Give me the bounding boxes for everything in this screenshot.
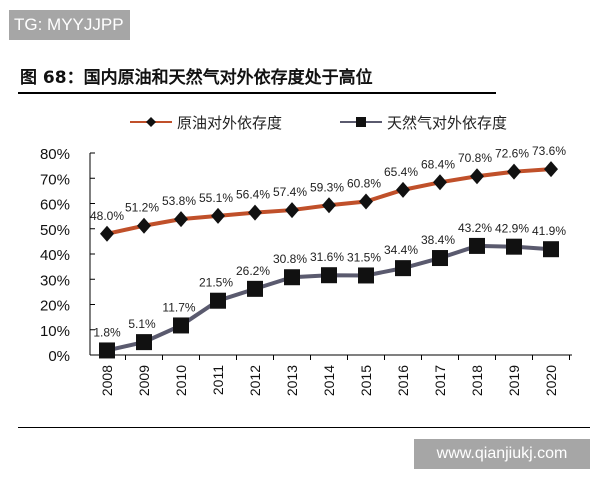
y-tick-label: 50% xyxy=(40,222,70,239)
data-label: 56.4% xyxy=(236,188,270,202)
x-tick-label: 2011 xyxy=(210,365,226,395)
data-label: 38.4% xyxy=(421,233,455,247)
y-tick-label: 80% xyxy=(40,146,70,163)
x-tick-label: 2020 xyxy=(543,365,559,396)
data-label: 72.6% xyxy=(495,147,529,161)
x-tick-label: 2009 xyxy=(136,365,152,396)
data-label: 73.6% xyxy=(532,144,566,158)
data-label: 41.9% xyxy=(532,224,566,238)
data-point-square xyxy=(469,237,485,254)
data-point-square xyxy=(247,280,263,297)
data-point-square xyxy=(543,241,559,258)
data-label: 57.4% xyxy=(273,185,307,199)
x-tick-label: 2013 xyxy=(284,365,300,396)
title-rule xyxy=(18,92,496,94)
data-label: 31.5% xyxy=(347,250,381,264)
data-point-diamond xyxy=(248,204,262,221)
data-label: 55.1% xyxy=(199,191,233,205)
data-label: 53.8% xyxy=(162,194,196,208)
x-tick-label: 2010 xyxy=(173,365,189,396)
bottom-rule xyxy=(18,427,590,428)
data-label: 11.7% xyxy=(162,300,195,314)
data-point-diamond xyxy=(507,163,521,180)
legend-square-icon xyxy=(356,117,366,127)
data-label: 34.4% xyxy=(384,243,418,257)
data-label: 70.8% xyxy=(458,151,492,165)
data-label: 26.2% xyxy=(236,264,270,278)
x-tick-label: 2008 xyxy=(99,365,115,396)
x-tick-label: 2019 xyxy=(506,365,522,396)
data-point-square xyxy=(136,334,152,351)
data-point-diamond xyxy=(396,181,410,198)
y-tick-label: 60% xyxy=(40,197,70,214)
data-label: 1.8% xyxy=(93,325,121,339)
x-tick-label: 2017 xyxy=(432,365,448,396)
x-tick-label: 2012 xyxy=(247,365,263,396)
data-point-square xyxy=(284,269,300,286)
data-point-diamond xyxy=(322,197,336,214)
legend-diamond-icon xyxy=(146,117,156,127)
data-label: 42.9% xyxy=(495,222,529,236)
data-label: 65.4% xyxy=(384,165,418,179)
data-point-square xyxy=(506,238,522,255)
y-tick-label: 40% xyxy=(40,247,70,264)
legend-label: 天然气对外依存度 xyxy=(387,114,507,132)
data-point-diamond xyxy=(359,193,373,210)
watermark-bottom: www.qianjiukj.com xyxy=(414,439,590,469)
data-point-square xyxy=(321,267,337,284)
legend-label: 原油对外依存度 xyxy=(177,114,282,132)
data-label: 48.0% xyxy=(90,209,124,223)
x-tick-label: 2014 xyxy=(321,365,337,396)
data-label: 60.8% xyxy=(347,176,381,190)
y-tick-label: 20% xyxy=(40,298,70,315)
y-tick-label: 70% xyxy=(40,171,70,188)
data-point-diamond xyxy=(285,202,299,219)
data-point-square xyxy=(395,260,411,277)
data-point-square xyxy=(432,250,448,267)
data-point-diamond xyxy=(211,207,225,224)
x-tick-label: 2016 xyxy=(395,365,411,396)
y-tick-label: 10% xyxy=(40,323,70,340)
data-point-square xyxy=(210,292,226,309)
y-tick-label: 0% xyxy=(48,348,70,365)
data-label: 68.4% xyxy=(421,157,455,171)
data-point-diamond xyxy=(174,211,188,228)
x-tick-label: 2018 xyxy=(469,365,485,396)
y-tick-label: 30% xyxy=(40,272,70,289)
data-label: 31.6% xyxy=(310,250,344,264)
watermark-top: TG: MYYJJPP xyxy=(9,10,130,40)
data-label: 43.2% xyxy=(458,221,492,235)
data-point-square xyxy=(173,317,189,334)
chart-title: 图 68：国内原油和天然气对外依存度处于高位 xyxy=(20,68,373,88)
data-label: 5.1% xyxy=(128,317,156,331)
data-label: 21.5% xyxy=(199,276,233,290)
x-tick-label: 2015 xyxy=(358,365,374,396)
data-label: 51.2% xyxy=(125,201,159,215)
data-point-square xyxy=(358,267,374,284)
data-point-diamond xyxy=(100,225,114,242)
data-point-diamond xyxy=(137,217,151,234)
data-point-square xyxy=(99,342,115,359)
data-point-diamond xyxy=(544,161,558,178)
data-point-diamond xyxy=(470,168,484,185)
data-label: 30.8% xyxy=(273,252,307,266)
data-label: 59.3% xyxy=(310,180,344,194)
data-point-diamond xyxy=(433,174,447,191)
